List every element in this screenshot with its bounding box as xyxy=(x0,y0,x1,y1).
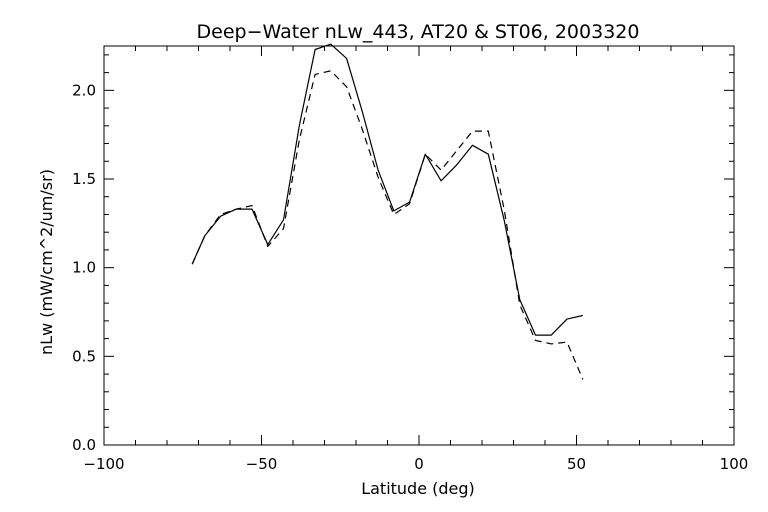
x-tick-label: −100 xyxy=(83,455,124,473)
y-tick-label: 0.5 xyxy=(72,347,96,365)
y-tick-label: 2.0 xyxy=(72,81,96,99)
plot-border xyxy=(103,45,735,446)
x-tick-label: 0 xyxy=(414,455,424,473)
x-axis: −100 −50 0 50 100 xyxy=(83,46,748,473)
x-tick-label: 100 xyxy=(720,455,749,473)
y-axis: 0.0 0.5 1.0 1.5 2.0 xyxy=(72,54,734,454)
y-tick-label: 1.0 xyxy=(72,259,96,277)
x-axis-label: Latitude (deg) xyxy=(361,479,475,498)
chart-title: Deep−Water nLw_443, AT20 & ST06, 2003320 xyxy=(197,21,640,43)
x-tick-label: 50 xyxy=(567,455,586,473)
y-tick-label: 1.5 xyxy=(72,170,96,188)
x-tick-label: −50 xyxy=(246,455,278,473)
series-line-dashed xyxy=(191,70,584,380)
y-tick-label: 0.0 xyxy=(72,436,96,454)
y-axis-label: nLw (mW/cm^2/um/sr) xyxy=(37,169,56,355)
plot-frame xyxy=(103,45,735,446)
plot-series xyxy=(191,43,584,380)
series-line-solid xyxy=(191,43,583,336)
